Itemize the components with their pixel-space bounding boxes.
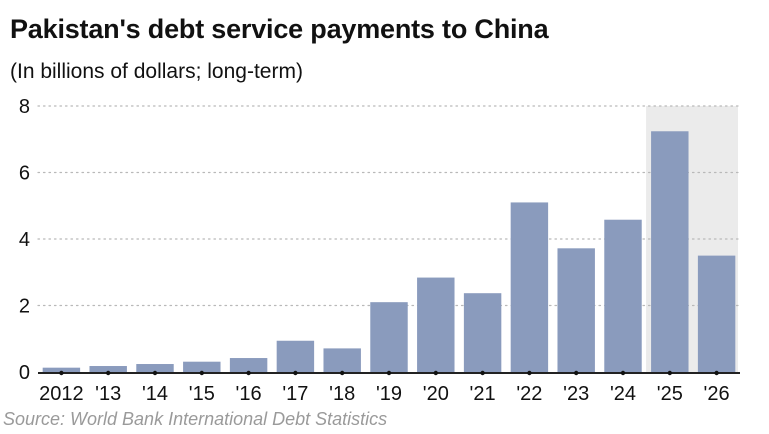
bar-24 — [604, 219, 642, 372]
x-tick-mark — [527, 370, 532, 376]
x-tick-label: '23 — [563, 383, 589, 405]
axes — [38, 370, 740, 376]
x-tick-label: '14 — [142, 383, 168, 405]
bar-13 — [89, 366, 127, 372]
chart-title: Pakistan's debt service payments to Chin… — [10, 14, 549, 44]
bar-20 — [417, 277, 455, 372]
x-tick-label: '25 — [657, 383, 683, 405]
bar-19 — [370, 302, 408, 372]
x-tick-label: '26 — [704, 383, 730, 405]
x-tick-mark — [620, 370, 626, 376]
bar-17 — [276, 340, 315, 372]
x-tick-mark — [340, 370, 345, 376]
x-tick-mark — [59, 370, 64, 376]
x-tick-label: '20 — [423, 383, 449, 405]
y-tick-labels: 0 2 4 6 8 — [19, 96, 30, 384]
x-tick-mark — [106, 370, 111, 376]
y-tick-label: 2 — [19, 296, 30, 318]
bar-21 — [463, 293, 502, 372]
bar-16 — [229, 358, 268, 372]
x-tick-mark — [714, 370, 719, 376]
bar-14 — [136, 364, 174, 372]
x-tick-label: '24 — [610, 383, 636, 405]
x-tick-label: '18 — [329, 383, 355, 405]
x-tick-mark — [667, 370, 672, 376]
x-tick-mark — [480, 370, 485, 376]
bars — [42, 131, 736, 372]
x-tick-mark — [152, 370, 158, 376]
bar-15 — [183, 361, 221, 372]
x-tick-mark — [386, 370, 392, 376]
y-tick-label: 4 — [19, 229, 30, 251]
x-tick-labels: 2012 '13 '14 '15 '16 '17 '18 '19 '20 '21 '22 '23 '24… — [39, 383, 729, 405]
x-tick-mark — [199, 370, 204, 376]
bar-23 — [557, 248, 595, 372]
bar-22 — [510, 202, 549, 372]
bar-18 — [323, 348, 361, 372]
y-tick-label: 0 — [19, 362, 30, 384]
x-tick-label: '19 — [376, 383, 402, 405]
x-tick-mark — [293, 370, 298, 376]
x-tick-label: '13 — [95, 383, 121, 405]
x-tick-label: '15 — [189, 383, 215, 405]
bar-25 — [651, 131, 689, 372]
y-tick-label: 8 — [19, 96, 30, 118]
bar-2012 — [42, 367, 81, 372]
source-note: Source: World Bank International Debt St… — [3, 409, 388, 429]
x-tick-label: '17 — [282, 383, 308, 405]
x-tick-mark — [246, 370, 251, 376]
x-tick-label: 2012 — [39, 383, 84, 405]
chart-subtitle: (In billions of dollars; long-term) — [10, 60, 303, 83]
x-tick-mark — [433, 370, 438, 376]
x-tick-label: '21 — [470, 383, 496, 405]
x-tick-label: '22 — [516, 383, 542, 405]
bar-26 — [697, 255, 736, 372]
x-tick-mark — [574, 370, 579, 376]
y-tick-label: 6 — [19, 163, 30, 185]
x-tick-label: '16 — [236, 383, 262, 405]
